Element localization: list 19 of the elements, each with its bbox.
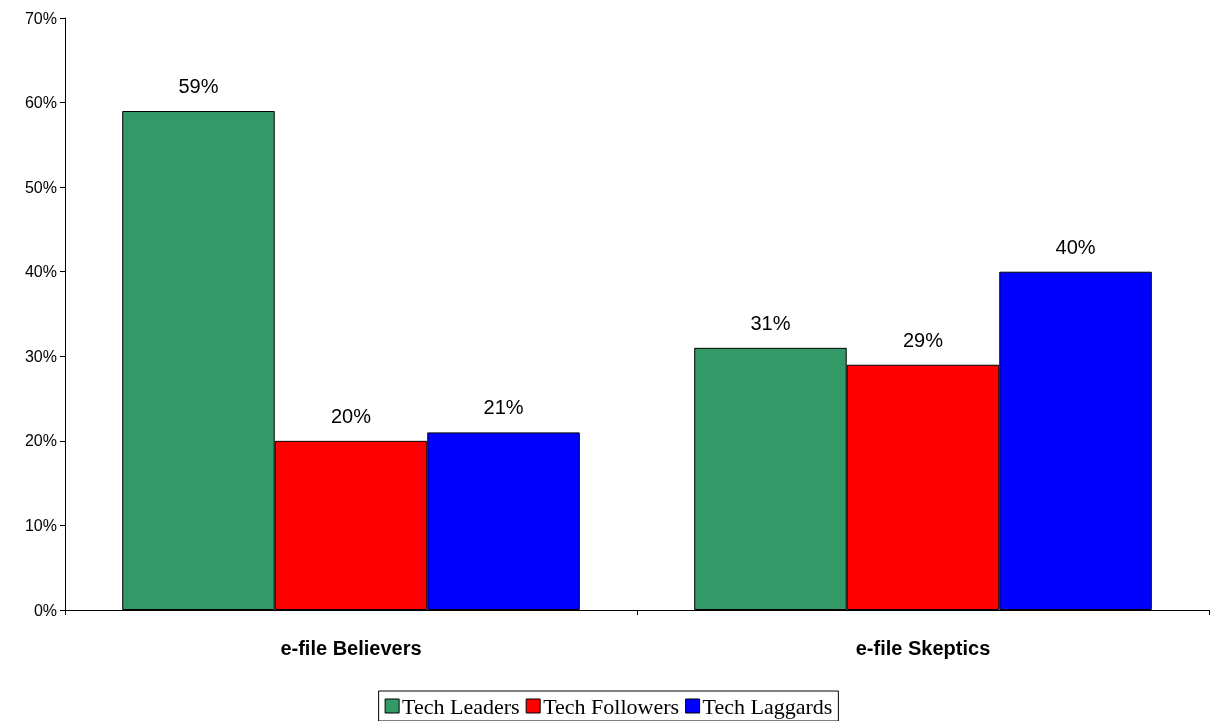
y-tick-label: 50%: [24, 178, 57, 196]
legend-label: Tech Leaders: [402, 693, 520, 719]
data-label: 20%: [330, 404, 372, 427]
legend-label: Tech Followers: [543, 693, 680, 719]
y-tick-label: 10%: [24, 516, 57, 534]
data-label: 40%: [1055, 235, 1096, 258]
y-tick-label: 60%: [24, 94, 57, 112]
x-tick-label: e-file Believers: [280, 637, 422, 659]
y-tick-label: 0%: [33, 601, 57, 619]
x-tick-label: e-file Skeptics: [855, 637, 991, 659]
data-label: 21%: [483, 396, 524, 419]
legend-label: Tech Laggards: [702, 693, 833, 719]
data-label: 59%: [178, 75, 219, 98]
y-tick-label: 40%: [24, 263, 57, 281]
y-tick-label: 30%: [24, 347, 57, 365]
data-label: 31%: [750, 311, 791, 334]
data-label: 29%: [902, 328, 944, 351]
y-tick-label: 70%: [24, 9, 57, 27]
y-tick-label: 20%: [24, 432, 57, 450]
